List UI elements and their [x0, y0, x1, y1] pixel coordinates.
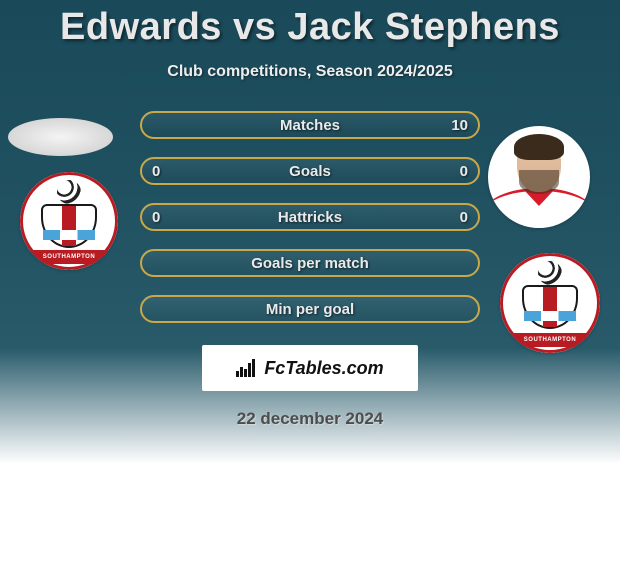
stat-right-value: 10 [451, 117, 468, 134]
branding-text: FcTables.com [264, 358, 383, 379]
stat-row-goals-per-match: Goals per match [140, 249, 480, 277]
branding-badge: FcTables.com [202, 345, 418, 391]
stat-label: Goals per match [251, 255, 369, 272]
page-subtitle: Club competitions, Season 2024/2025 [0, 63, 620, 81]
stat-right-value: 0 [460, 163, 468, 180]
player-left-avatar-placeholder [8, 118, 113, 156]
player-left-crest: SOUTHAMPTON [20, 172, 118, 270]
stat-row-matches: Matches 10 [140, 111, 480, 139]
stat-row-min-per-goal: Min per goal [140, 295, 480, 323]
stat-label: Matches [280, 117, 340, 134]
stat-row-hattricks: 0 Hattricks 0 [140, 203, 480, 231]
stat-left-value: 0 [152, 163, 160, 180]
crest-ribbon-text: SOUTHAMPTON [29, 250, 109, 264]
stat-label: Goals [289, 163, 331, 180]
stat-right-value: 0 [460, 209, 468, 226]
infographic-date: 22 december 2024 [0, 409, 620, 429]
stat-left-value: 0 [152, 209, 160, 226]
crest-ribbon-text: SOUTHAMPTON [510, 333, 590, 347]
bar-chart-icon [236, 359, 258, 377]
stat-row-goals: 0 Goals 0 [140, 157, 480, 185]
page-title: Edwards vs Jack Stephens [0, 0, 620, 49]
stat-label: Hattricks [278, 209, 342, 226]
player-right-crest: SOUTHAMPTON [500, 253, 600, 353]
player-right-avatar [488, 126, 590, 228]
stat-label: Min per goal [266, 301, 354, 318]
